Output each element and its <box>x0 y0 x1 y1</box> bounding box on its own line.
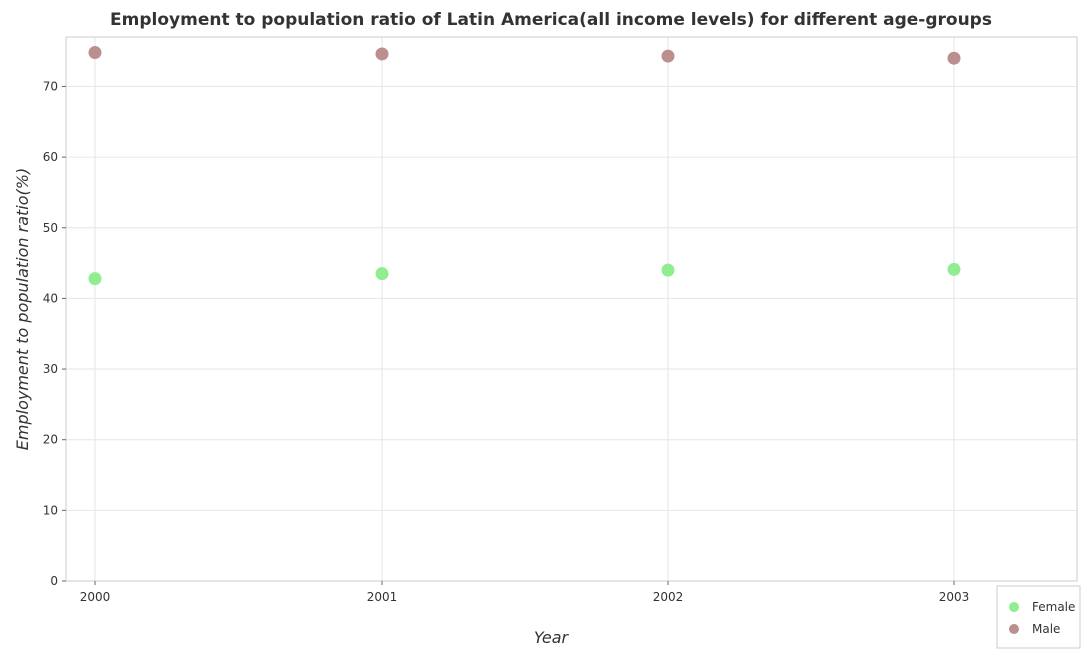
x-axis-ticks: 2000 2001 2002 2003 <box>80 581 970 604</box>
x-axis-title: Year <box>534 628 570 647</box>
point-male-2003 <box>947 51 961 65</box>
legend-marker-male <box>1009 624 1019 634</box>
x-tick-label: 2002 <box>653 590 684 604</box>
data-points <box>88 46 961 286</box>
y-axis-ticks: 0 10 20 30 40 50 60 70 <box>43 79 66 588</box>
point-female-2000 <box>88 272 102 286</box>
point-female-2002 <box>661 263 675 277</box>
point-female-2003 <box>947 262 961 276</box>
legend-marker-female <box>1009 602 1019 612</box>
y-tick-label: 30 <box>43 362 58 376</box>
plot-frame <box>65 36 1078 582</box>
y-tick-label: 50 <box>43 221 58 235</box>
chart-title: Employment to population ratio of Latin … <box>110 10 992 30</box>
legend-box <box>996 585 1081 649</box>
y-tick-label: 20 <box>43 433 58 447</box>
y-tick-label: 40 <box>43 291 58 305</box>
y-tick-label: 0 <box>50 574 58 588</box>
y-axis-title: Employment to population ratio(%) <box>13 168 32 450</box>
x-tick-label: 2003 <box>939 590 970 604</box>
legend: Female Male <box>996 585 1081 649</box>
point-female-2001 <box>375 267 389 281</box>
y-tick-label: 60 <box>43 150 58 164</box>
y-tick-label: 70 <box>43 79 58 93</box>
point-male-2000 <box>88 46 102 60</box>
point-male-2002 <box>661 49 675 63</box>
y-tick-label: 10 <box>43 503 58 517</box>
point-male-2001 <box>375 47 389 61</box>
grid <box>66 37 1077 582</box>
legend-label-male: Male <box>1032 622 1060 636</box>
legend-label-female: Female <box>1032 600 1075 614</box>
x-tick-label: 2001 <box>367 590 398 604</box>
x-tick-label: 2000 <box>80 590 111 604</box>
